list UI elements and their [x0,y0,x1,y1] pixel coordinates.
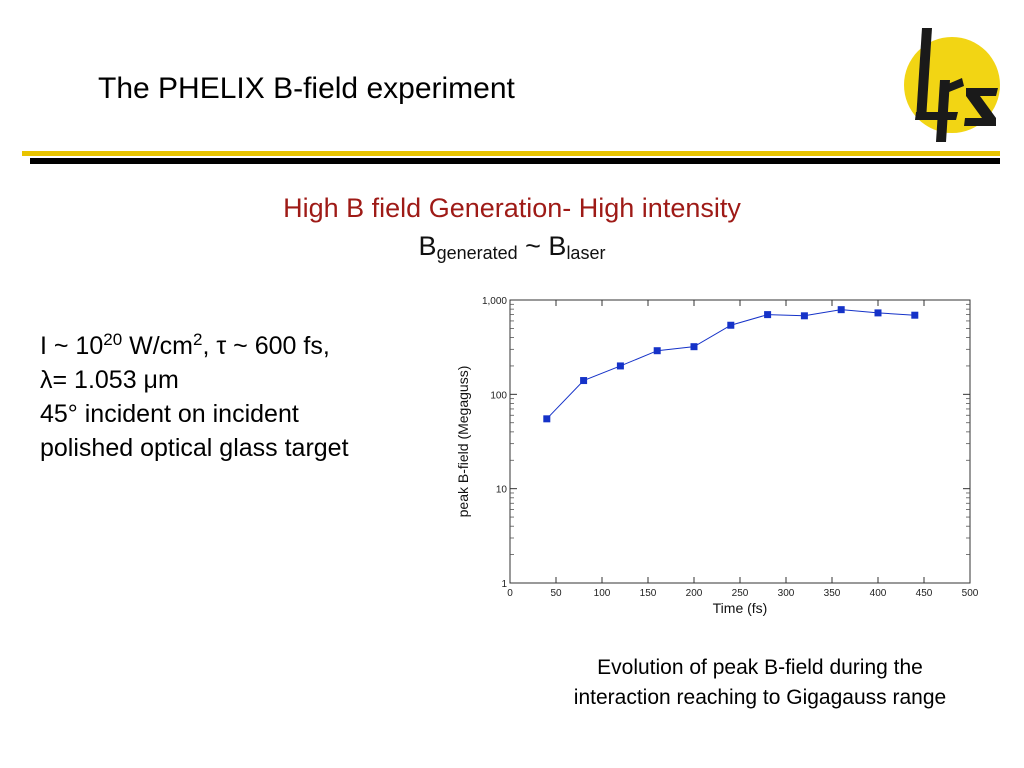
x-tick-label: 450 [916,588,933,599]
logo-glyph [915,28,998,142]
x-tick-label: 400 [870,588,887,599]
caption-line-1: Evolution of peak B-field during the [597,656,923,679]
param-wavelength: λ= 1.053 μm [40,366,179,394]
data-point [764,311,772,319]
field-relation: Bgenerated ~ Blaser [0,228,1024,271]
formula-sub-laser: laser [566,243,606,263]
intensity-text: I ~ 10 [40,332,104,360]
intensity-unit-exponent: 2 [193,330,203,349]
x-axis-label: Time (fs) [713,600,768,616]
data-point [690,343,698,351]
chart-caption: Evolution of peak B-field during the int… [520,653,1000,713]
data-point [800,312,808,320]
slide-title: The PHELIX B-field experiment [98,72,515,105]
data-point [580,377,588,385]
x-tick-label: 300 [778,588,795,599]
pulse-duration: , τ ~ 600 fs, [202,332,330,360]
x-tick-label: 200 [686,588,703,599]
data-point [837,306,845,314]
x-tick-label: 150 [640,588,657,599]
y-tick-label: 10 [496,485,508,496]
x-tick-label: 100 [594,588,611,599]
formula-b-laser: B [548,231,567,261]
data-point [653,347,661,355]
plot-frame [509,299,971,584]
x-tick-label: 0 [507,588,513,599]
section-headline: High B field Generation- High intensity [283,193,741,223]
laser-parameters: I ~ 1020 W/cm2, τ ~ 600 fs, λ= 1.053 μm … [40,323,349,465]
formula-sub-generated: generated [436,243,518,263]
formula-b-generated: B [418,231,437,261]
y-tick-label: 1,000 [482,296,507,307]
x-tick-label: 250 [732,588,749,599]
caption-line-2: interaction reaching to Gigagauss range [573,686,947,709]
y-tick-label: 100 [490,390,507,401]
formula-tilde: ~ [517,231,549,261]
x-tick-label: 50 [550,588,562,599]
param-incidence: 45° incident on incident [40,400,299,428]
data-point [616,362,624,370]
data-point [911,311,919,319]
data-point [727,321,735,329]
header-accent-rule [22,151,1000,156]
b-field-chart: 0 50 100 150 200 250 300 350 400 450 500 1 10 100 1,00… [455,296,979,616]
param-intensity: I ~ 1020 W/cm2, τ ~ 600 fs, [40,323,349,363]
intensity-unit: W/cm [122,332,193,360]
y-axis-label: peak B-field (Megaguss) [455,366,471,518]
header-rule [30,158,1000,164]
x-tick-label: 350 [824,588,841,599]
intensity-exponent: 20 [103,330,123,349]
data-point [874,309,882,317]
param-target: polished optical glass target [40,434,349,462]
lrz-logo [904,28,1000,142]
data-point [543,415,551,423]
x-tick-label: 500 [962,588,979,599]
y-tick-label: 1 [501,579,507,590]
